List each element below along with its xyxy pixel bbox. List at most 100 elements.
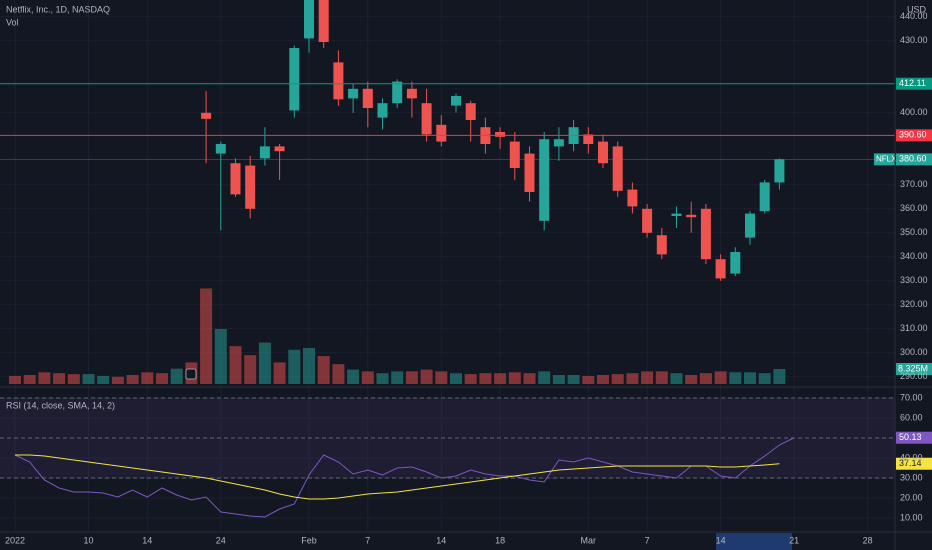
candle-body <box>289 48 300 111</box>
candle-body <box>524 153 535 192</box>
price-level-label: 412.11 <box>899 78 926 88</box>
candle-body <box>671 213 682 216</box>
rsi-title: RSI (14, close, SMA, 14, 2) <box>6 400 115 410</box>
volume-bar <box>435 371 448 384</box>
x-tick-label: 7 <box>365 535 370 545</box>
volume-bar <box>200 288 213 384</box>
x-tick-label: 14 <box>716 535 726 545</box>
candle-body <box>318 0 329 42</box>
volume-bar <box>332 364 345 384</box>
volume-bar <box>494 373 507 384</box>
x-tick-label: Feb <box>301 535 317 545</box>
candle-body <box>715 259 726 279</box>
volume-bar <box>23 374 36 384</box>
candle-body <box>274 146 285 152</box>
candle-body <box>392 81 403 104</box>
y-tick-label: 430.00 <box>900 35 928 45</box>
volume-bar <box>214 329 227 384</box>
volume-bar <box>729 372 742 384</box>
y-tick-label: 300.00 <box>900 347 928 357</box>
x-tick-label: 24 <box>216 535 226 545</box>
rsi-tick-label: 40.00 <box>900 452 923 462</box>
volume-bar <box>655 371 668 384</box>
rsi-line <box>15 454 780 500</box>
volume-bar <box>685 374 698 384</box>
candle-body <box>304 0 314 39</box>
candle-body <box>333 62 344 100</box>
last-price-label: 380.60 <box>899 154 927 164</box>
rsi-last-bg <box>896 457 932 470</box>
time-range-highlight <box>716 533 792 550</box>
volume-bar <box>258 342 271 384</box>
rsi-tick-label: 60.00 <box>900 412 923 422</box>
candle-body <box>259 146 270 159</box>
currency: USD <box>907 4 927 14</box>
candle-body <box>495 132 506 137</box>
y-tick-label: 340.00 <box>900 251 928 261</box>
volume-bar <box>567 374 580 384</box>
volume-bar <box>773 368 786 384</box>
candle-body <box>509 141 520 168</box>
candle-body <box>598 141 608 164</box>
candle-body <box>348 88 359 99</box>
candle-body <box>215 144 226 154</box>
volume-bar <box>376 373 389 384</box>
x-tick-label: 14 <box>142 535 152 545</box>
candle-body <box>583 134 594 144</box>
volume-bar <box>699 373 712 384</box>
earnings-icon[interactable] <box>185 368 197 380</box>
price-level-label-bg <box>896 77 932 90</box>
candle-body <box>201 112 212 119</box>
x-tick-label: 7 <box>645 535 650 545</box>
volume-bar <box>347 369 360 384</box>
rsi-last-label: 37.14 <box>899 458 922 468</box>
candle-body <box>627 189 638 207</box>
volume-bar <box>170 368 183 384</box>
volume-bar <box>361 371 374 384</box>
x-tick-label: 14 <box>436 535 446 545</box>
volume-bar <box>303 347 315 384</box>
volume-bar <box>229 346 242 384</box>
volume-bar <box>538 371 551 384</box>
volume-bar <box>156 373 168 384</box>
candle-body <box>245 165 256 209</box>
symbol-tag-bg <box>874 153 895 166</box>
rsi-tick-label: 30.00 <box>900 472 923 482</box>
y-tick-label: 440.00 <box>900 11 928 21</box>
volume-bar <box>597 374 609 384</box>
volume-bar <box>9 375 21 384</box>
y-tick-label: 350.00 <box>900 227 928 237</box>
symbol-tag: NFLX <box>876 154 897 163</box>
candle-body <box>730 252 741 274</box>
volume-bar <box>67 374 80 384</box>
volume-bar <box>288 349 301 384</box>
y-tick-label: 360.00 <box>900 203 928 213</box>
y-tick-label: 290.00 <box>900 371 928 381</box>
price-level-label-bg <box>896 129 932 142</box>
volume-bar <box>244 355 257 384</box>
candle-body <box>745 213 755 238</box>
rsi-line <box>14 437 795 518</box>
volume-bar <box>450 373 462 384</box>
volume-bar <box>552 374 565 384</box>
y-tick-label: 310.00 <box>900 323 928 333</box>
candle-body <box>539 139 550 221</box>
x-tick-label: 18 <box>495 535 505 545</box>
volume-bar <box>97 375 110 384</box>
candle-body <box>436 124 447 142</box>
volume-bar <box>758 373 771 384</box>
volume-bar <box>670 373 683 384</box>
y-tick-label: 370.00 <box>900 179 928 189</box>
candle-body <box>759 182 770 212</box>
candle-body <box>612 146 623 191</box>
candle-body <box>230 163 241 195</box>
volume-bar <box>317 356 330 384</box>
y-tick-label: 330.00 <box>900 275 928 285</box>
rsi-tick-label: 20.00 <box>900 492 923 502</box>
rsi-tick-label: 10.00 <box>900 512 923 522</box>
volume-bar <box>744 372 756 384</box>
price-level-label: 390.60 <box>899 130 927 140</box>
volume-title: Vol <box>6 17 19 27</box>
volume-bar <box>405 371 418 384</box>
